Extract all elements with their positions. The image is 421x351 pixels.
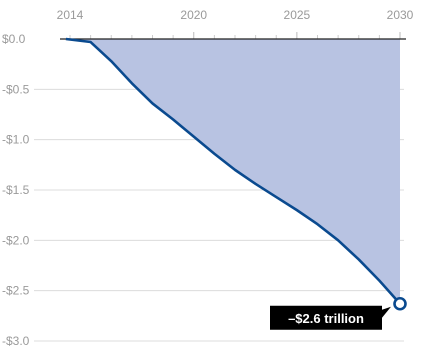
y-tick-labels: $0.0 -$0.5 -$1.0 -$1.5 -$2.0 -$2.5 -$3.0 <box>2 32 30 348</box>
x-tick-marks <box>69 32 401 39</box>
area-fill <box>65 39 400 304</box>
y-tick-label: -$2.0 <box>2 233 30 247</box>
callout-label: –$2.6 trillion <box>288 311 364 326</box>
x-tick-label: 2030 <box>387 8 414 22</box>
callout-arrow <box>382 306 391 318</box>
value-callout: –$2.6 trillion <box>270 305 391 330</box>
x-tick-label: 2014 <box>57 8 84 22</box>
x-tick-labels: 2014 2020 2025 2030 <box>57 8 414 22</box>
y-tick-label: -$3.0 <box>2 334 30 348</box>
end-point-marker <box>393 296 407 311</box>
y-tick-label: $0.0 <box>2 32 26 46</box>
x-tick-label: 2025 <box>284 8 311 22</box>
x-tick-label: 2020 <box>180 8 207 22</box>
callout-box <box>270 305 382 330</box>
y-tick-label: -$1.0 <box>2 133 30 147</box>
y-tick-label: -$2.5 <box>2 284 30 298</box>
series-line <box>65 37 401 305</box>
y-tick-label: -$0.5 <box>2 82 30 96</box>
y-tick-label: -$1.5 <box>2 183 30 197</box>
